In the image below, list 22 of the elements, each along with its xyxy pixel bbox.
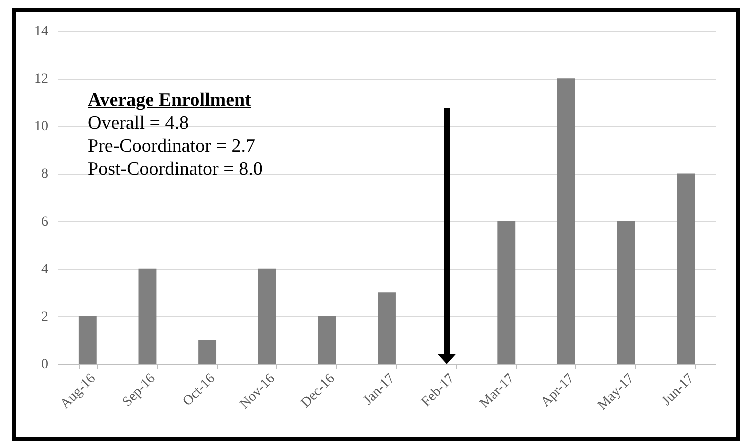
bar (677, 174, 696, 364)
y-tick-label: 2 (42, 310, 48, 325)
annotation: Average Enrollment (88, 89, 252, 112)
bar (378, 292, 396, 364)
bar (78, 316, 97, 364)
bar (258, 268, 276, 364)
annotation: Overall = 4.8 (88, 112, 190, 135)
bar (138, 268, 157, 364)
bar (198, 340, 217, 364)
y-tick-label: 14 (34, 24, 48, 40)
y-tick-label: 4 (42, 262, 48, 278)
y-tick-label: 12 (34, 72, 48, 88)
annotation: Pre-Coordinator = 2.7 (88, 135, 256, 158)
y-tick-label: 10 (34, 120, 48, 135)
annotation: Post-Coordinator = 8.0 (88, 158, 263, 181)
bar (498, 221, 516, 364)
bar (617, 221, 636, 364)
y-tick-label: 8 (42, 167, 48, 182)
y-tick-label: 6 (42, 214, 48, 230)
bar (557, 78, 576, 364)
y-tick-label: 0 (42, 358, 48, 372)
bar (318, 316, 336, 364)
